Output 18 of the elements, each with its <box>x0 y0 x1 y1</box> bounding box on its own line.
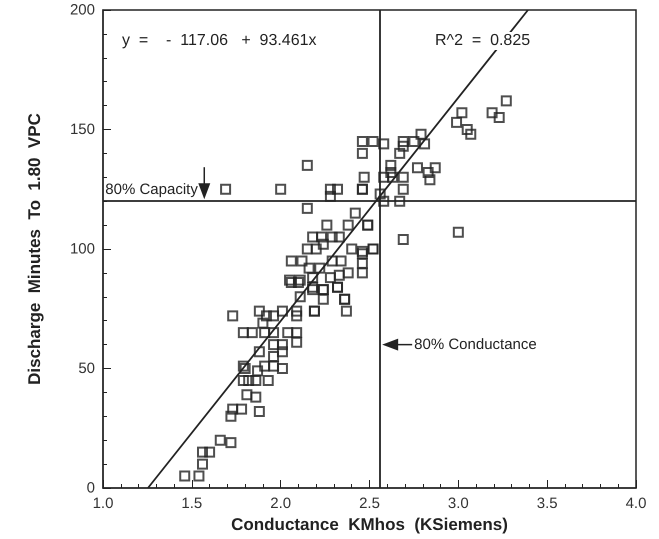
y-tick-label: 150 <box>70 121 95 138</box>
x-tick-label: 3.0 <box>448 495 469 512</box>
x-tick-label: 3.5 <box>536 495 558 512</box>
x-tick-label: 2.0 <box>270 495 292 512</box>
x-tick-label: 1.0 <box>92 495 114 512</box>
annotation: y = - 117.06 + 93.461x <box>122 32 316 50</box>
annotation: R^2 = 0.825 <box>435 32 530 50</box>
y-axis-title: Discharge Minutes To 1.80 VPC <box>25 113 44 385</box>
y-tick-label: 100 <box>70 240 95 258</box>
y-tick-label: 0 <box>86 480 95 496</box>
y-tick-label: 200 <box>70 2 95 18</box>
y-tick-label: 50 <box>78 360 95 377</box>
x-axis-title: Conductance KMhos (KSiemens) <box>231 514 508 534</box>
x-tick-label: 2.5 <box>359 495 380 512</box>
ref-line-label: 80% Conductance <box>414 336 537 354</box>
x-tick-label: 1.5 <box>181 495 202 512</box>
ref-line-label: 80% Capacity <box>105 181 198 198</box>
x-tick-label: 4.0 <box>626 495 646 512</box>
